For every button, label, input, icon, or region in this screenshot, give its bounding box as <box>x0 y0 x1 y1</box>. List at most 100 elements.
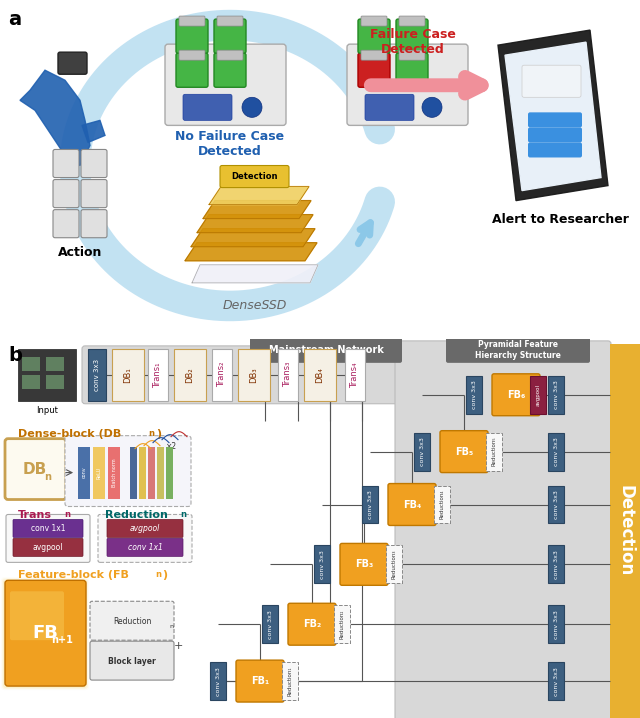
FancyBboxPatch shape <box>548 605 564 643</box>
Text: Trans: Trans <box>18 510 52 521</box>
FancyBboxPatch shape <box>548 662 564 700</box>
FancyBboxPatch shape <box>10 592 64 640</box>
FancyBboxPatch shape <box>361 16 387 26</box>
FancyBboxPatch shape <box>548 433 564 470</box>
Text: conv 3x3: conv 3x3 <box>268 610 273 638</box>
FancyBboxPatch shape <box>90 601 174 640</box>
Text: Batch norm: Batch norm <box>111 458 116 487</box>
Text: avgpool: avgpool <box>536 383 541 406</box>
FancyBboxPatch shape <box>214 53 246 88</box>
FancyBboxPatch shape <box>81 180 107 208</box>
FancyBboxPatch shape <box>361 50 387 60</box>
Text: conv 3x3: conv 3x3 <box>554 610 559 638</box>
Text: FB₅: FB₅ <box>455 447 473 457</box>
Text: n: n <box>64 510 70 520</box>
FancyBboxPatch shape <box>53 149 79 177</box>
FancyBboxPatch shape <box>466 376 482 414</box>
Text: Detection: Detection <box>616 485 634 576</box>
FancyBboxPatch shape <box>548 376 564 414</box>
Polygon shape <box>505 42 601 190</box>
Text: n: n <box>180 510 186 520</box>
Text: conv 3x3: conv 3x3 <box>216 666 221 696</box>
FancyBboxPatch shape <box>340 544 388 585</box>
FancyBboxPatch shape <box>440 431 488 472</box>
Text: conv 3x3: conv 3x3 <box>472 381 477 409</box>
FancyBboxPatch shape <box>107 519 183 538</box>
FancyBboxPatch shape <box>5 580 86 686</box>
Text: Mainstream Network: Mainstream Network <box>269 345 383 355</box>
Polygon shape <box>498 30 608 200</box>
FancyBboxPatch shape <box>157 447 164 498</box>
FancyBboxPatch shape <box>347 44 468 126</box>
FancyBboxPatch shape <box>262 605 278 643</box>
FancyBboxPatch shape <box>399 50 425 60</box>
FancyBboxPatch shape <box>179 16 205 26</box>
FancyBboxPatch shape <box>166 447 173 498</box>
FancyBboxPatch shape <box>88 349 106 401</box>
Text: DB₁: DB₁ <box>124 367 132 383</box>
Text: Detection: Detection <box>231 172 277 181</box>
Text: Action: Action <box>58 246 102 258</box>
Polygon shape <box>82 121 105 142</box>
FancyBboxPatch shape <box>53 180 79 208</box>
FancyBboxPatch shape <box>139 447 146 498</box>
Text: Input: Input <box>36 406 58 415</box>
FancyBboxPatch shape <box>3 579 87 688</box>
Text: b: b <box>8 346 22 365</box>
Text: conv 1x1: conv 1x1 <box>127 543 163 552</box>
FancyBboxPatch shape <box>388 483 436 526</box>
FancyBboxPatch shape <box>98 515 192 562</box>
Text: FB₄: FB₄ <box>403 500 421 510</box>
FancyBboxPatch shape <box>214 19 246 53</box>
FancyBboxPatch shape <box>250 337 402 363</box>
FancyBboxPatch shape <box>314 546 330 583</box>
FancyBboxPatch shape <box>522 65 581 98</box>
FancyBboxPatch shape <box>434 485 450 523</box>
FancyBboxPatch shape <box>548 546 564 583</box>
Bar <box>46 357 64 370</box>
Text: FB₂: FB₂ <box>303 619 321 629</box>
FancyBboxPatch shape <box>278 349 298 401</box>
Text: FB: FB <box>32 624 58 642</box>
FancyBboxPatch shape <box>90 641 174 680</box>
Text: conv 3x3: conv 3x3 <box>554 666 559 696</box>
Text: ×2: ×2 <box>166 442 177 451</box>
Text: Alert to Researcher: Alert to Researcher <box>492 213 628 225</box>
Text: avgpool: avgpool <box>33 543 63 552</box>
FancyBboxPatch shape <box>386 546 402 583</box>
FancyBboxPatch shape <box>13 519 83 538</box>
FancyBboxPatch shape <box>82 346 523 404</box>
FancyBboxPatch shape <box>528 142 582 157</box>
FancyBboxPatch shape <box>18 349 76 401</box>
Text: FB₆: FB₆ <box>507 390 525 400</box>
Text: FB₁: FB₁ <box>251 676 269 686</box>
FancyBboxPatch shape <box>548 485 564 523</box>
FancyBboxPatch shape <box>81 149 107 177</box>
FancyBboxPatch shape <box>53 210 79 238</box>
FancyBboxPatch shape <box>288 603 336 645</box>
FancyBboxPatch shape <box>5 439 66 500</box>
FancyBboxPatch shape <box>210 662 226 700</box>
FancyBboxPatch shape <box>165 44 286 126</box>
Text: conv 3x3: conv 3x3 <box>367 490 372 519</box>
FancyBboxPatch shape <box>528 112 582 127</box>
Text: Dense-block (DB: Dense-block (DB <box>18 429 121 439</box>
FancyBboxPatch shape <box>220 166 289 187</box>
FancyBboxPatch shape <box>183 94 232 121</box>
FancyBboxPatch shape <box>148 447 155 498</box>
Text: a: a <box>8 10 21 29</box>
Text: DB₂: DB₂ <box>186 367 195 383</box>
FancyBboxPatch shape <box>176 19 208 53</box>
Polygon shape <box>209 187 309 205</box>
Polygon shape <box>191 229 315 247</box>
Text: conv 1x1: conv 1x1 <box>31 524 65 533</box>
Polygon shape <box>20 70 90 166</box>
Text: n: n <box>45 472 51 482</box>
Polygon shape <box>82 151 105 172</box>
Text: DB₃: DB₃ <box>250 367 259 383</box>
Text: DB₄: DB₄ <box>316 367 324 383</box>
FancyBboxPatch shape <box>212 349 232 401</box>
Text: Reduction: Reduction <box>105 510 168 521</box>
FancyBboxPatch shape <box>236 660 284 702</box>
Text: conv 3x3: conv 3x3 <box>554 437 559 466</box>
